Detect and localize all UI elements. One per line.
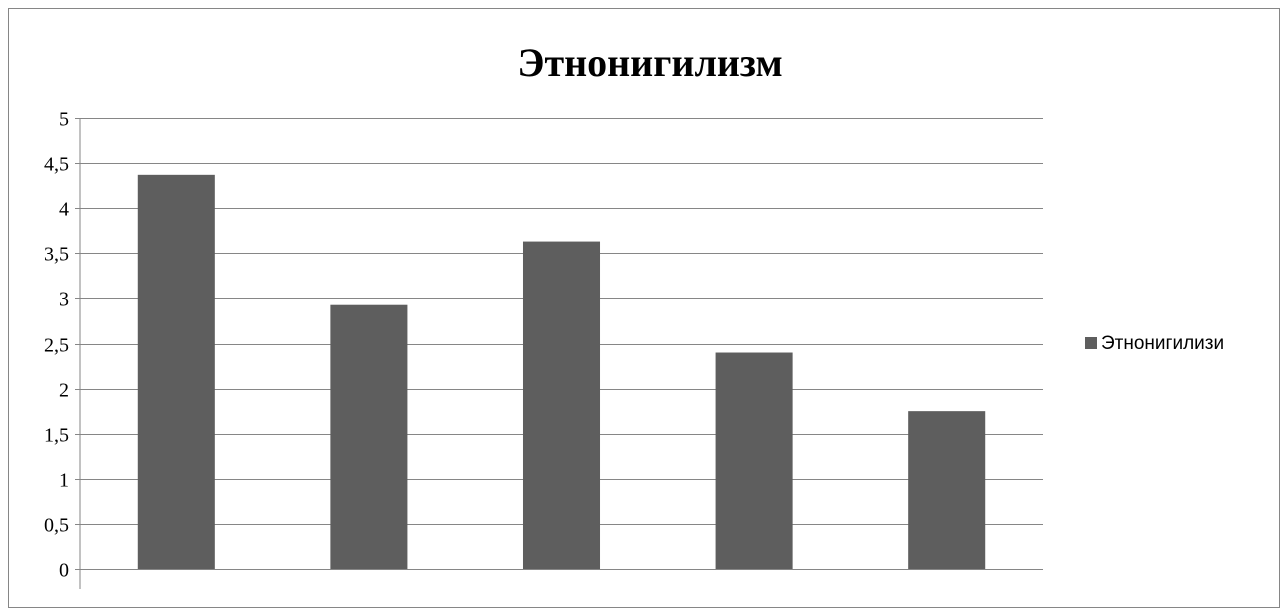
- y-tick-label: 1,5: [44, 425, 69, 447]
- legend: Этнонигилизи: [1085, 333, 1224, 354]
- y-tick-label: 5: [59, 109, 69, 131]
- y-tick-label: 0,5: [44, 515, 69, 537]
- gridlines: [75, 118, 1043, 570]
- bar-chart: Этнонигилизм 0 0,5 1 1,5 2 2,5 3 3,5 4 4,5 5 Этнон…: [44, 40, 1224, 589]
- legend-label: Этнонигилизи: [1101, 333, 1224, 354]
- y-tick-label: 2,5: [44, 335, 69, 357]
- y-tick-label: 2: [59, 380, 69, 402]
- y-tick-label: 4,5: [44, 154, 69, 176]
- y-tick-label: 3: [59, 289, 69, 311]
- chart-frame: [8, 8, 1280, 608]
- y-tick-label: 1: [59, 470, 69, 492]
- bar: [137, 174, 215, 570]
- bar: [908, 411, 986, 569]
- chart-title: Этнонигилизм: [517, 40, 782, 85]
- bars: [137, 174, 986, 570]
- bar: [330, 304, 408, 569]
- y-tick-label: 3,5: [44, 244, 69, 266]
- bar: [522, 241, 601, 569]
- bar: [715, 352, 793, 569]
- y-tick-label: 0: [59, 560, 69, 582]
- legend-swatch: [1085, 337, 1097, 349]
- y-tick-label: 4: [59, 199, 69, 221]
- y-axis-ticks: 0 0,5 1 1,5 2 2,5 3 3,5 4 4,5 5: [44, 109, 69, 582]
